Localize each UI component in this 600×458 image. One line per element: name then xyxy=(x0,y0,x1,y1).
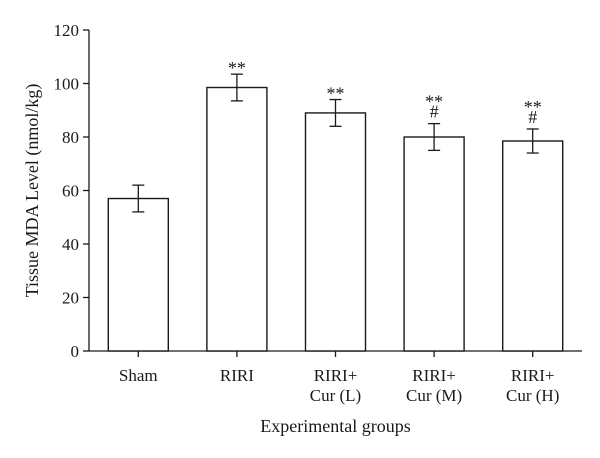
y-tick-label: 120 xyxy=(54,21,80,40)
y-tick-label: 60 xyxy=(62,182,79,201)
significance-label: ** xyxy=(524,97,542,117)
significance-label: ** xyxy=(228,58,246,78)
significance-label: ** xyxy=(425,92,443,112)
y-tick-label: 80 xyxy=(62,128,79,147)
x-tick-label-line: RIRI+ xyxy=(511,366,555,385)
significance-label: # xyxy=(528,107,537,127)
significance-label: # xyxy=(430,102,439,122)
y-tick-label: 100 xyxy=(54,75,80,94)
x-axis: Sham RIRI RIRI+ Cur (L)RIRI+ Cur (M)RIRI+ Cur… xyxy=(89,350,582,405)
x-tick-label-line: RIRI xyxy=(220,366,254,385)
x-tick-label-line: Sham xyxy=(119,366,158,385)
bars: ****#**#** xyxy=(107,58,564,352)
bar xyxy=(206,86,268,352)
x-tick-label: Sham xyxy=(119,366,158,385)
x-tick-label: RIRI+ Cur (H) xyxy=(506,366,559,405)
y-tick-label: 40 xyxy=(62,235,79,254)
x-tick-label-line: RIRI+ xyxy=(314,366,358,385)
bar xyxy=(502,140,564,352)
y-tick-label: 0 xyxy=(71,342,80,361)
y-tick-label: 20 xyxy=(62,289,79,308)
y-axis-title: Tissue MDA Level (nmol/kg) xyxy=(22,84,43,298)
x-tick-label-line: RIRI+ xyxy=(412,366,456,385)
x-tick-label-line: Cur (H) xyxy=(506,386,559,405)
x-axis-title: Experimental groups xyxy=(260,416,410,436)
bar xyxy=(403,136,465,352)
x-tick-label-line: Cur (L) xyxy=(310,386,361,405)
y-axis: 0 20 40 60 80 100 120 xyxy=(54,21,90,361)
bar xyxy=(107,197,170,352)
x-tick-label: RIRI+ Cur (M) xyxy=(406,366,462,405)
significance-label: ** xyxy=(327,84,345,104)
x-tick-label: RIRI xyxy=(220,366,254,385)
x-tick-label: RIRI+ Cur (L) xyxy=(310,366,361,405)
bar xyxy=(304,112,367,352)
x-tick-label-line: Cur (M) xyxy=(406,386,462,405)
